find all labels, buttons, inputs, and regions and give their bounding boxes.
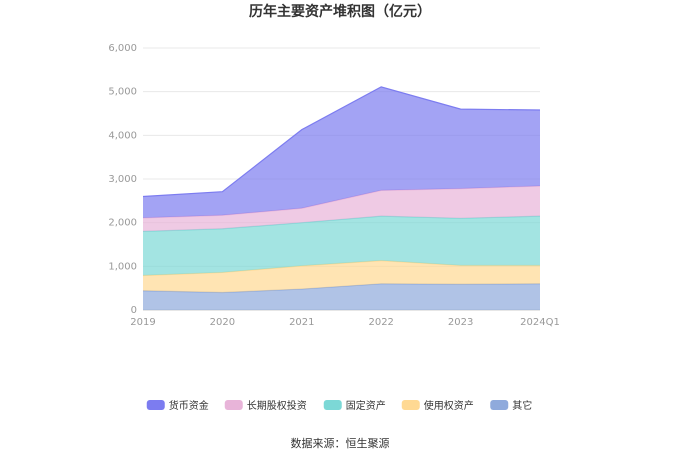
chart-title: 历年主要资产堆积图（亿元）: [249, 3, 431, 20]
area-货币资金: [143, 86, 540, 218]
legend-swatch: [146, 400, 165, 410]
data-source: 数据来源：恒生聚源: [291, 436, 390, 450]
legend-label: 使用权资产: [424, 399, 474, 412]
legend-label: 长期股权投资: [247, 399, 307, 412]
legend-item[interactable]: 货币资金: [146, 399, 209, 412]
area-edge-货币资金: [142, 86, 541, 198]
x-tick-label: 2022: [368, 317, 393, 328]
legend-label: 固定资产: [346, 399, 386, 412]
legend-item[interactable]: 长期股权投资: [224, 399, 307, 412]
x-tick-label: 2024Q1: [520, 317, 560, 328]
legend-item[interactable]: 固定资产: [323, 399, 386, 412]
x-axis: 2019 2020 2021 2022 2023 2024Q1: [130, 317, 560, 328]
x-tick-label: 2023: [448, 317, 473, 328]
y-axis: 0 1,000 2,000 3,000 4,000 5,000 6,000: [108, 43, 137, 316]
y-tick-label: 4,000: [108, 130, 137, 141]
area-长期股权投资: [143, 185, 540, 232]
y-tick-label: 0: [131, 305, 137, 316]
legend-label: 货币资金: [169, 399, 209, 412]
area-固定资产: [143, 216, 540, 276]
legend-item[interactable]: 其它: [490, 399, 532, 412]
area-其它: [143, 283, 540, 310]
x-tick-label: 2021: [289, 317, 314, 328]
area-使用权资产: [143, 260, 540, 293]
y-tick-label: 6,000: [108, 43, 137, 54]
y-tick-label: 3,000: [108, 174, 137, 185]
legend-item[interactable]: 使用权资产: [401, 399, 474, 412]
legend-swatch: [323, 400, 342, 410]
x-tick-label: 2019: [130, 317, 155, 328]
y-tick-label: 1,000: [108, 261, 137, 272]
x-tick-label: 2020: [210, 317, 235, 328]
y-tick-label: 5,000: [108, 87, 137, 98]
legend-swatch: [490, 400, 509, 410]
area-series: [142, 86, 541, 310]
legend: 货币资金 长期股权投资 固定资产 使用权资产 其它: [146, 399, 532, 412]
legend-label: 其它: [512, 399, 532, 412]
legend-swatch: [224, 400, 243, 410]
legend-swatch: [401, 400, 420, 410]
y-tick-label: 2,000: [108, 218, 137, 229]
